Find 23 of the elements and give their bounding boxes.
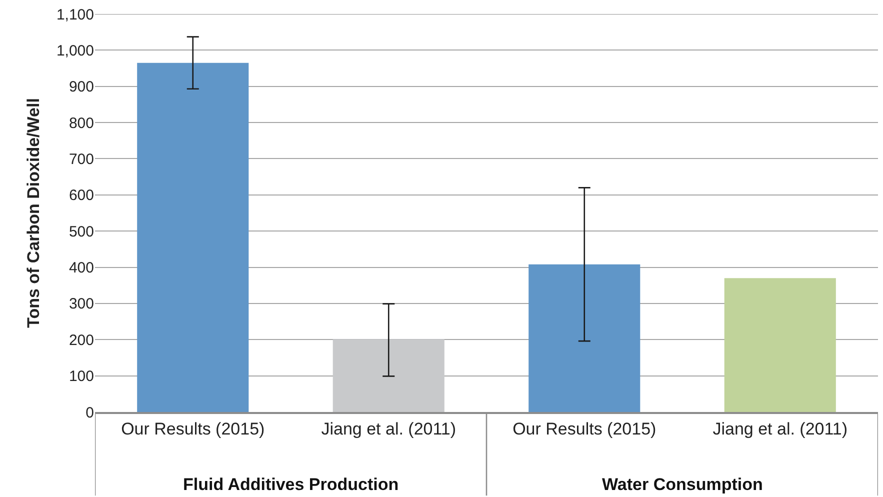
text: Fluid Additives Production <box>183 475 399 494</box>
bar <box>724 278 836 412</box>
y-axis-title: Tons of Carbon Dioxide/Well <box>24 98 44 328</box>
y-tick-label: 500 <box>68 223 94 240</box>
bar <box>528 264 640 412</box>
x-tick-label: Jiang et al. (2011) <box>712 419 848 438</box>
text: Water Consumption <box>602 475 763 494</box>
y-tick-label: 400 <box>68 260 94 277</box>
y-tick-label: 100 <box>68 368 94 386</box>
x-tick-label: Jiang et al. (2011) <box>321 419 456 438</box>
y-tick-label: 600 <box>68 187 94 204</box>
y-tick-label: 700 <box>68 150 94 168</box>
x-tick-label: Our Results (2015) <box>121 419 265 438</box>
bar <box>137 62 249 412</box>
x-tick-label: Our Results (2015) <box>512 419 656 438</box>
y-tick-label: 300 <box>68 296 94 313</box>
y-tick-label: 800 <box>68 114 94 132</box>
y-tick-label: 200 <box>68 332 94 349</box>
bar <box>332 339 444 412</box>
y-tick-label: 900 <box>68 78 94 96</box>
y-tick-label: 1,000 <box>56 42 94 60</box>
y-tick-label: 0 <box>86 404 94 422</box>
y-tick-label: 1,100 <box>56 6 94 24</box>
